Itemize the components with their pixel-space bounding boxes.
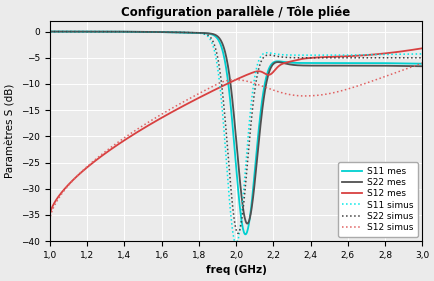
S12 mes (263, 72, 268, 76)
S22 mes (244, 222, 250, 225)
S22 mes (273, 60, 278, 64)
S11 simus (329, 53, 335, 57)
S12 mes (47, 213, 53, 217)
S22 mes (47, 30, 53, 33)
S12 mes (273, 67, 278, 71)
S22 simus (419, 56, 424, 60)
S11 mes (47, 30, 53, 33)
X-axis label: freq (GHz): freq (GHz) (205, 266, 266, 275)
S12 mes (329, 55, 334, 58)
S11 simus (419, 52, 424, 56)
S22 simus (284, 56, 289, 59)
S12 mes (367, 53, 372, 56)
S11 mes (368, 61, 373, 65)
S22 simus (273, 55, 278, 58)
S12 mes (284, 61, 289, 64)
S11 mes (70, 30, 75, 33)
S22 mes (263, 80, 269, 83)
S11 mes (329, 61, 335, 65)
S22 simus (368, 56, 373, 60)
S22 simus (47, 30, 53, 33)
S11 simus (232, 239, 237, 243)
S12 simus (47, 219, 53, 222)
S22 mes (329, 64, 335, 67)
Line: S11 mes: S11 mes (50, 31, 421, 234)
S11 simus (263, 51, 269, 55)
S11 simus (284, 53, 289, 57)
Legend: S11 mes, S22 mes, S12 mes, S11 simus, S22 simus, S12 simus: S11 mes, S22 mes, S12 mes, S11 simus, S2… (337, 162, 417, 237)
S22 simus (70, 30, 75, 33)
Line: S12 mes: S12 mes (50, 48, 421, 215)
Line: S22 mes: S22 mes (50, 31, 421, 224)
S12 simus (263, 86, 268, 89)
S11 mes (284, 61, 289, 64)
Line: S22 simus: S22 simus (50, 31, 421, 233)
Line: S12 simus: S12 simus (50, 63, 421, 220)
S12 simus (419, 61, 424, 65)
S12 simus (284, 92, 289, 96)
S11 mes (263, 74, 269, 77)
S22 simus (263, 54, 269, 57)
S22 mes (70, 30, 75, 33)
S22 simus (329, 56, 335, 60)
S22 mes (419, 65, 424, 68)
S11 simus (70, 30, 75, 33)
S12 mes (70, 179, 75, 182)
S11 mes (243, 233, 248, 236)
S22 simus (235, 232, 240, 235)
S12 simus (367, 80, 372, 83)
S11 simus (273, 52, 278, 56)
S11 simus (47, 30, 53, 33)
Line: S11 simus: S11 simus (50, 31, 421, 241)
Y-axis label: Paramètres S (dB): Paramètres S (dB) (6, 84, 16, 178)
S11 mes (419, 62, 424, 65)
S12 simus (70, 179, 75, 182)
S11 simus (368, 53, 373, 56)
S11 mes (273, 60, 278, 63)
S22 mes (368, 64, 373, 67)
S12 simus (329, 91, 334, 95)
S12 mes (419, 47, 424, 50)
S22 mes (284, 62, 289, 66)
S12 simus (273, 89, 278, 93)
Title: Configuration parallèle / Tôle pliée: Configuration parallèle / Tôle pliée (121, 6, 350, 19)
